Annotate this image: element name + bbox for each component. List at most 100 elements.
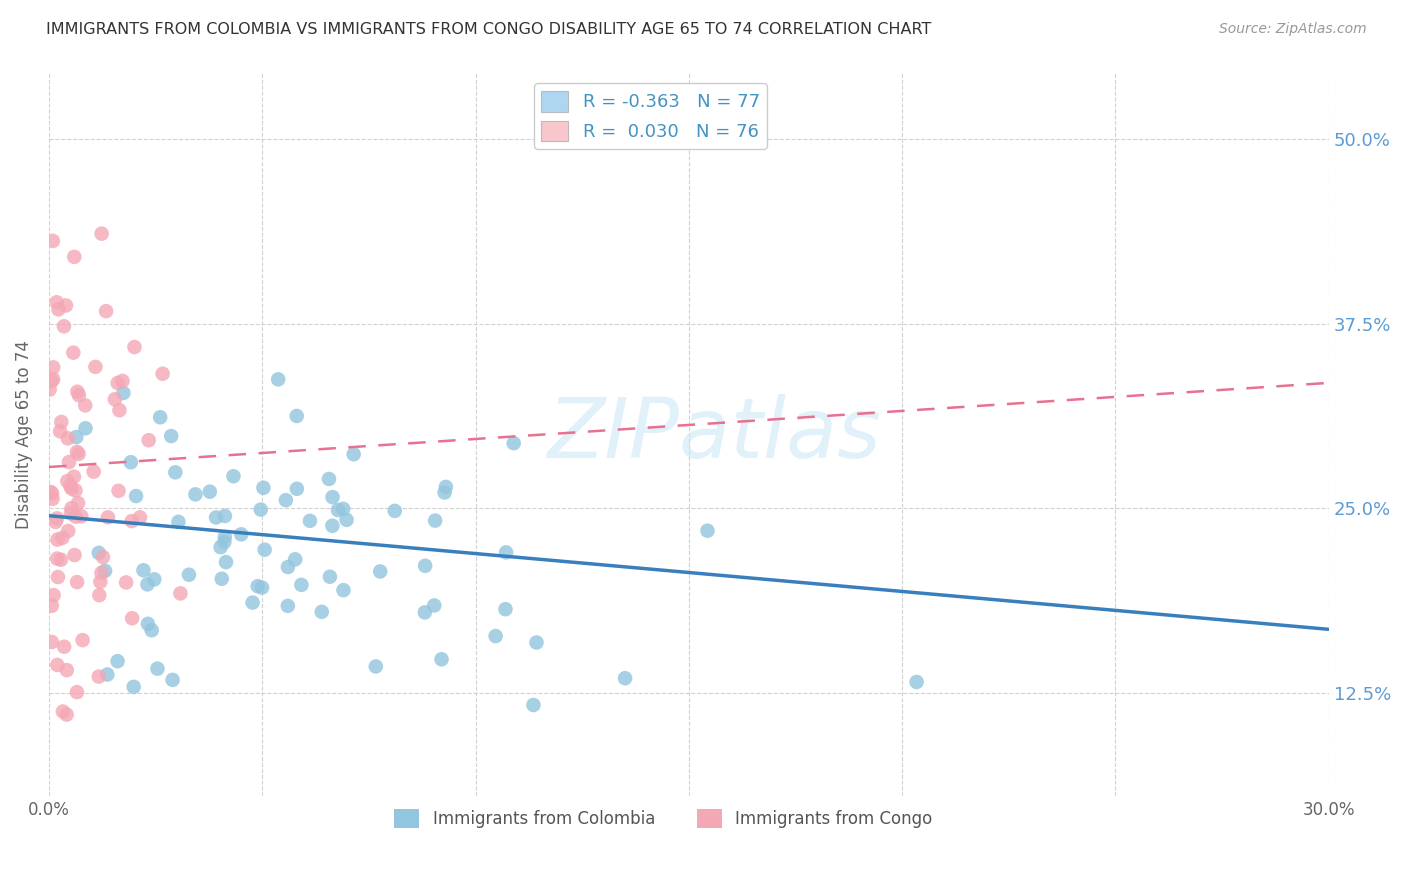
Point — [209, 540, 232, 554]
Text: IMMIGRANTS FROM COLOMBIA VS IMMIGRANTS FROM CONGO DISABILITY AGE 65 TO 74 CORREL: IMMIGRANTS FROM COLOMBIA VS IMMIGRANTS F… — [46, 22, 932, 37]
Point — [104, 392, 127, 407]
Point — [41, 491, 63, 506]
Point — [46, 657, 69, 672]
Point — [696, 524, 718, 538]
Point — [107, 376, 129, 390]
Text: Source: ZipAtlas.com: Source: ZipAtlas.com — [1219, 22, 1367, 37]
Point — [214, 508, 236, 523]
Point — [39, 484, 62, 499]
Point — [184, 487, 207, 501]
Point — [277, 599, 299, 613]
Point — [97, 510, 120, 524]
Point — [215, 555, 238, 569]
Point — [56, 474, 79, 488]
Point — [42, 234, 65, 248]
Point — [494, 602, 516, 616]
Point — [205, 510, 228, 524]
Point — [526, 635, 548, 649]
Point — [502, 436, 524, 450]
Point — [75, 398, 97, 412]
Point — [94, 564, 117, 578]
Point — [423, 599, 446, 613]
Point — [38, 383, 60, 397]
Point — [430, 652, 453, 666]
Point — [122, 680, 145, 694]
Point — [249, 502, 271, 516]
Point — [368, 565, 391, 579]
Point — [242, 596, 264, 610]
Point — [318, 472, 340, 486]
Point — [298, 514, 321, 528]
Point — [42, 372, 65, 386]
Point — [285, 409, 308, 423]
Point — [46, 570, 69, 584]
Point — [66, 575, 89, 590]
Point — [55, 707, 77, 722]
Point — [165, 466, 187, 480]
Point — [42, 588, 65, 602]
Point — [66, 685, 89, 699]
Point — [321, 518, 343, 533]
Point — [290, 578, 312, 592]
Point — [41, 635, 63, 649]
Point — [46, 551, 69, 566]
Point — [53, 640, 76, 654]
Point — [495, 545, 517, 559]
Point — [198, 484, 221, 499]
Point — [46, 533, 69, 547]
Point — [58, 524, 80, 538]
Point — [96, 667, 118, 681]
Point — [143, 572, 166, 586]
Point — [67, 388, 90, 402]
Point — [65, 430, 87, 444]
Point — [121, 611, 143, 625]
Point — [177, 567, 200, 582]
Point — [52, 705, 75, 719]
Point — [66, 445, 89, 459]
Point — [112, 385, 135, 400]
Point — [253, 542, 276, 557]
Point — [138, 434, 160, 448]
Point — [45, 515, 67, 529]
Point — [485, 629, 508, 643]
Point — [91, 549, 114, 564]
Point — [108, 403, 131, 417]
Point — [59, 507, 82, 521]
Point — [124, 340, 146, 354]
Point — [65, 483, 87, 498]
Point — [343, 447, 366, 461]
Point — [384, 504, 406, 518]
Point — [522, 698, 544, 712]
Point — [56, 663, 79, 677]
Point — [51, 415, 73, 429]
Point — [413, 558, 436, 573]
Point — [322, 490, 344, 504]
Point — [63, 469, 86, 483]
Text: ZIPatlas: ZIPatlas — [548, 394, 882, 475]
Point — [319, 570, 342, 584]
Point — [214, 530, 236, 544]
Point — [141, 624, 163, 638]
Point — [111, 374, 134, 388]
Point — [41, 374, 63, 388]
Point — [125, 489, 148, 503]
Y-axis label: Disability Age 65 to 74: Disability Age 65 to 74 — [15, 340, 32, 529]
Point — [214, 535, 236, 549]
Point — [335, 513, 357, 527]
Point — [60, 501, 83, 516]
Point — [326, 503, 349, 517]
Point — [41, 599, 63, 613]
Point — [45, 295, 67, 310]
Point — [332, 583, 354, 598]
Point — [89, 588, 111, 602]
Point — [90, 227, 112, 241]
Point — [90, 566, 112, 580]
Point — [83, 465, 105, 479]
Point — [252, 481, 274, 495]
Legend: Immigrants from Colombia, Immigrants from Congo: Immigrants from Colombia, Immigrants fro… — [388, 802, 939, 835]
Point — [211, 572, 233, 586]
Point — [434, 480, 457, 494]
Point — [274, 493, 297, 508]
Point — [42, 360, 65, 375]
Point — [433, 485, 456, 500]
